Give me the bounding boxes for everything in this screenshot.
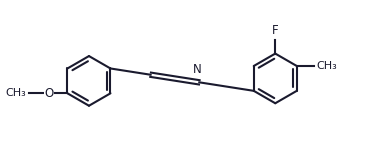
Text: O: O [44, 87, 53, 100]
Text: CH₃: CH₃ [5, 88, 26, 98]
Text: F: F [272, 24, 279, 38]
Text: CH₃: CH₃ [317, 61, 337, 71]
Text: N: N [193, 63, 201, 76]
